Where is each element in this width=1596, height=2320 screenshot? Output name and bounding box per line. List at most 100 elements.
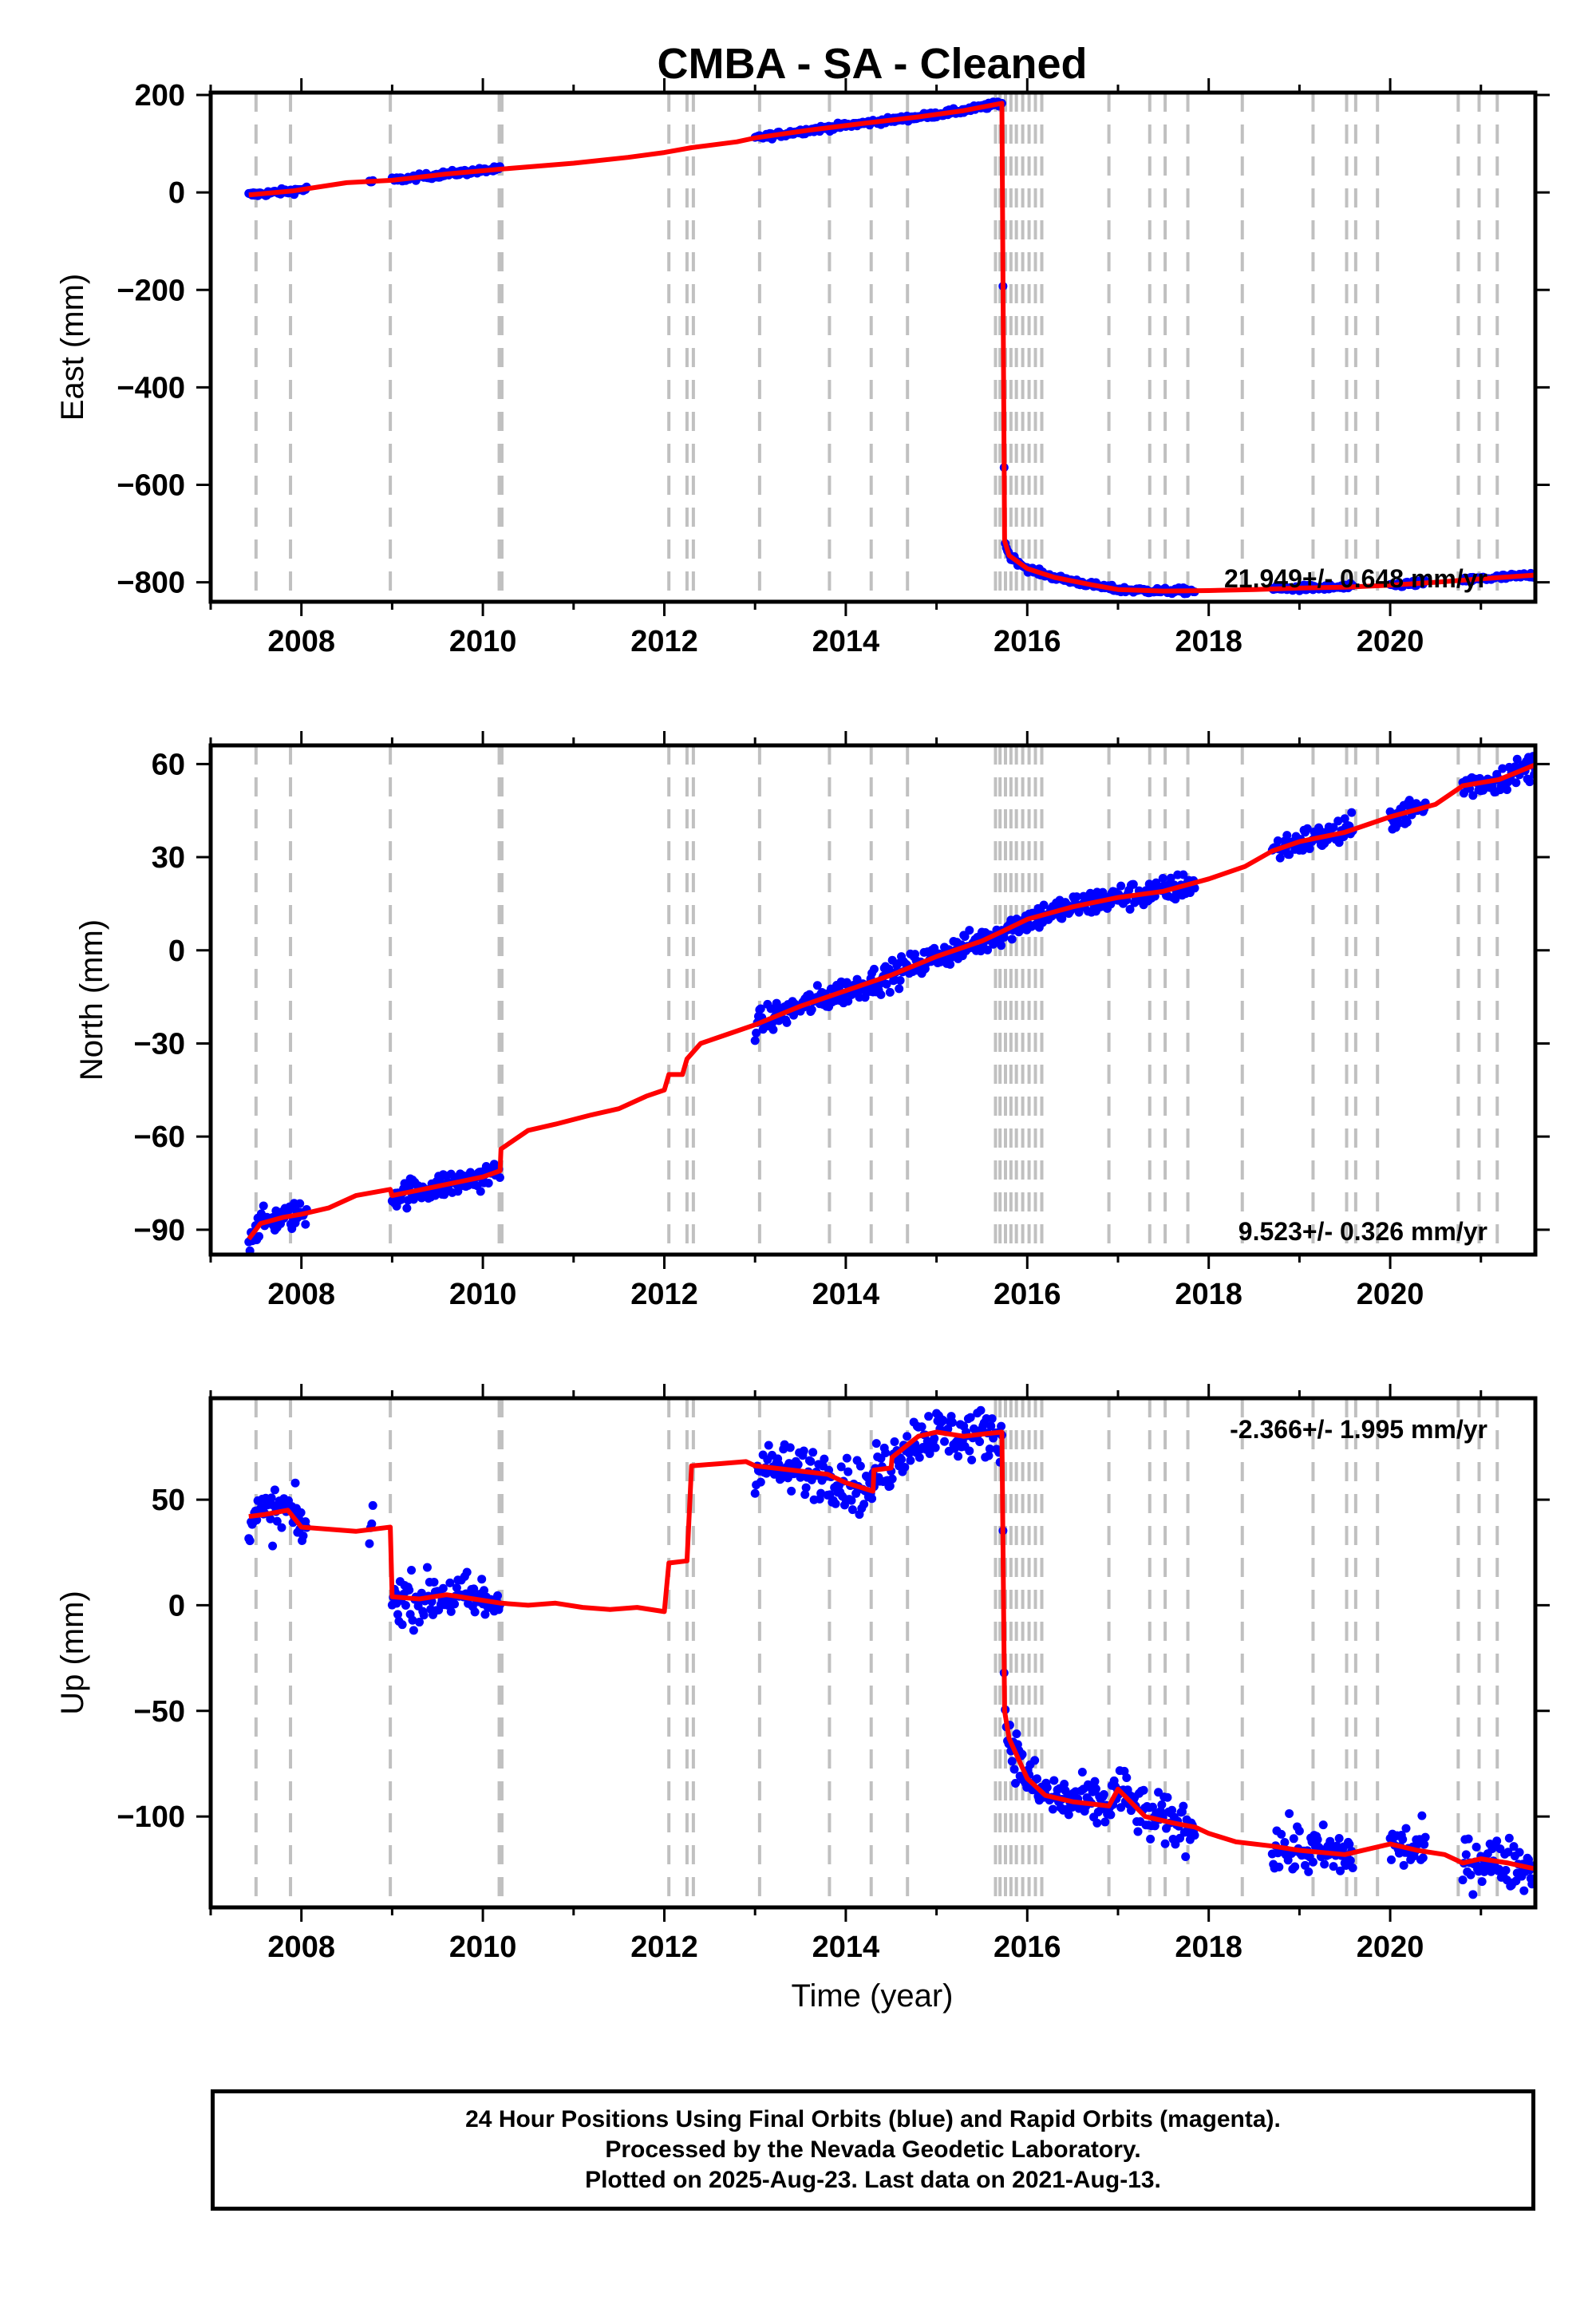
data-point <box>470 1607 480 1617</box>
data-point <box>871 1439 881 1449</box>
data-point <box>1348 1864 1357 1873</box>
data-point <box>1011 1778 1021 1788</box>
model-line <box>248 1429 1535 1871</box>
data-point <box>930 1443 940 1452</box>
x-tick-label: 2010 <box>449 1931 517 1964</box>
data-point <box>1320 1860 1329 1869</box>
rate-label: 9.523+/- 0.326 mm/yr <box>1238 1217 1487 1246</box>
model-line <box>248 101 1535 594</box>
data-point <box>808 1448 818 1457</box>
data-point <box>1404 796 1414 805</box>
y-axis-label: Up (mm) <box>55 1591 90 1715</box>
data-point <box>408 1615 417 1625</box>
data-point <box>882 979 891 989</box>
y-axis-label: East (mm) <box>55 274 90 421</box>
data-point <box>897 1455 907 1464</box>
data-point <box>750 1488 760 1498</box>
x-tick-label: 2012 <box>630 625 698 658</box>
x-tick-label: 2018 <box>1175 1278 1242 1311</box>
data-point <box>1274 1862 1284 1871</box>
data-point <box>1285 850 1294 860</box>
y-tick-label: 0 <box>168 1589 185 1622</box>
data-point <box>1171 895 1180 904</box>
data-point <box>1519 1886 1529 1895</box>
data-point <box>1163 1792 1172 1802</box>
data-point <box>295 1199 305 1208</box>
data-point <box>1122 1773 1132 1783</box>
y-tick-label: 50 <box>152 1484 185 1517</box>
data-point <box>1030 1756 1040 1765</box>
data-point <box>1048 1804 1057 1814</box>
data-point <box>1345 1840 1354 1849</box>
data-point <box>756 1477 765 1487</box>
data-point <box>1512 754 1522 764</box>
data-point <box>1190 1831 1199 1840</box>
data-point <box>903 1432 912 1441</box>
data-point <box>869 964 879 974</box>
data-point <box>1064 1810 1073 1820</box>
data-point <box>1461 1850 1471 1860</box>
plot-area <box>244 745 1535 1255</box>
data-point <box>367 1519 377 1528</box>
data-point <box>405 1585 414 1595</box>
x-tick-label: 2018 <box>1175 1931 1242 1964</box>
data-point <box>1072 892 1081 902</box>
data-point <box>867 1494 877 1504</box>
data-point <box>768 1025 778 1034</box>
data-point <box>954 1452 963 1461</box>
data-point <box>887 1474 897 1484</box>
data-point <box>895 975 905 985</box>
data-point <box>301 1219 310 1229</box>
data-point <box>446 1607 456 1616</box>
data-point <box>493 1591 503 1600</box>
data-point <box>401 1601 410 1611</box>
data-point <box>1139 1785 1148 1795</box>
data-point <box>983 945 993 954</box>
data-point <box>1523 1855 1533 1864</box>
data-point <box>1340 814 1349 824</box>
data-point <box>812 981 822 990</box>
data-point <box>997 941 1006 951</box>
y-tick-label: −100 <box>117 1800 185 1834</box>
x-tick-label: 2016 <box>994 625 1061 658</box>
data-point <box>1402 817 1412 827</box>
y-tick-label: −60 <box>134 1120 185 1154</box>
data-point <box>756 1004 765 1014</box>
data-point <box>1179 1801 1188 1811</box>
data-point <box>930 1433 939 1443</box>
data-point <box>847 1505 857 1515</box>
y-tick-label: −50 <box>134 1695 185 1729</box>
x-axis-label: Time (year) <box>792 1978 954 2014</box>
data-point <box>1308 1857 1317 1867</box>
y-tick-label: 0 <box>168 935 185 968</box>
data-point <box>245 1246 255 1255</box>
data-point <box>938 1416 948 1425</box>
data-point <box>1285 1808 1294 1818</box>
data-point <box>836 1462 846 1472</box>
data-point <box>960 932 970 942</box>
data-point <box>947 1417 957 1427</box>
data-point <box>915 1452 924 1462</box>
data-point <box>272 1516 282 1526</box>
data-point <box>986 1421 996 1431</box>
x-tick-label: 2010 <box>449 625 517 658</box>
data-point <box>1401 1824 1411 1833</box>
data-point <box>1502 785 1511 795</box>
data-point <box>807 1005 816 1014</box>
footer-line-2: Processed by the Nevada Geodetic Laborat… <box>605 2136 1141 2163</box>
data-point <box>1501 1866 1511 1875</box>
data-point <box>1290 1862 1300 1871</box>
plot-frame <box>208 90 1538 604</box>
data-point <box>1190 883 1199 893</box>
data-point <box>1464 1834 1473 1844</box>
data-point <box>368 1500 377 1510</box>
data-point <box>1128 879 1138 889</box>
data-point <box>985 1444 994 1453</box>
x-tick-label: 2014 <box>812 1931 880 1964</box>
data-point <box>843 1467 853 1476</box>
plot-area <box>244 93 1535 602</box>
data-point <box>799 1446 808 1456</box>
y-tick-label: 30 <box>152 841 185 875</box>
data-point <box>268 1541 278 1551</box>
data-point <box>855 1461 865 1471</box>
